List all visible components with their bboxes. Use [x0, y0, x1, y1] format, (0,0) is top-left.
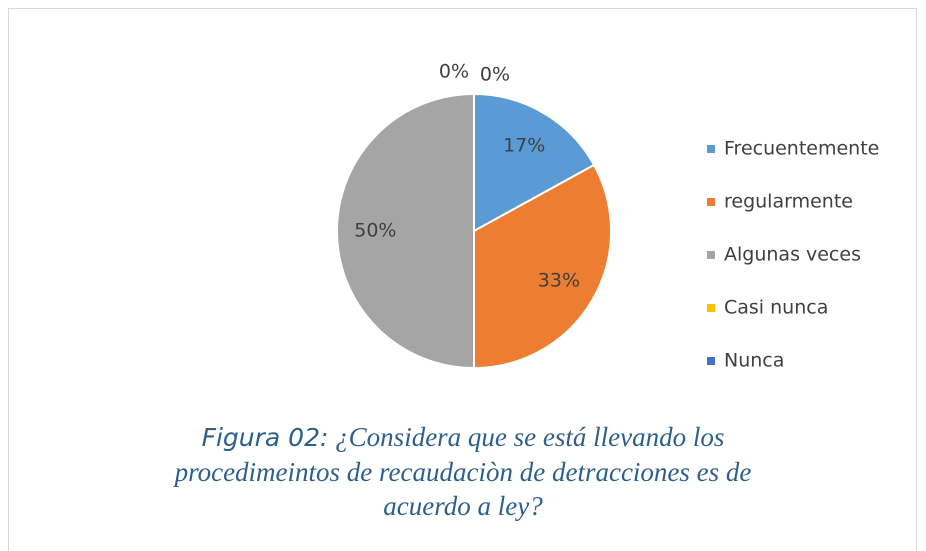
legend-label: Casi nunca — [724, 297, 828, 319]
legend-label: Frecuentemente — [724, 138, 879, 160]
legend-label: regularmente — [724, 191, 853, 213]
caption-text: ¿Considera que se está llevando los proc… — [174, 422, 752, 521]
data-label: 0% — [480, 64, 510, 86]
data-label: 0% — [439, 61, 469, 83]
legend-label: Nunca — [724, 350, 784, 372]
legend-swatch — [707, 304, 715, 312]
legend-swatch — [707, 251, 715, 259]
caption: Figura 02: ¿Considera que se está llevan… — [173, 420, 753, 523]
chart-frame — [8, 8, 917, 551]
legend-swatch — [707, 198, 715, 206]
caption-label: Figura 02: — [201, 423, 329, 452]
pie-slice — [473, 92, 596, 233]
legend-swatch — [707, 145, 715, 153]
legend-swatch — [707, 357, 715, 365]
data-label: 17% — [503, 135, 545, 157]
pie-slice — [473, 163, 612, 370]
data-label: 33% — [538, 270, 580, 292]
data-label: 50% — [354, 220, 396, 242]
pie-slice — [336, 92, 475, 370]
legend-label: Algunas veces — [724, 244, 861, 266]
